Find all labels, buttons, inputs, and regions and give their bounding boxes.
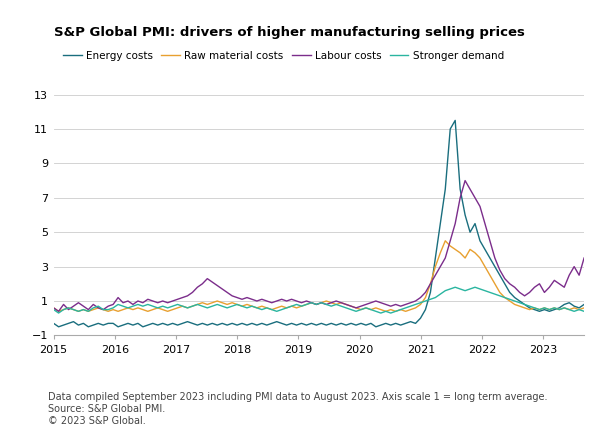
- Raw material costs: [442, 238, 449, 243]
- Labour costs: [303, 298, 310, 304]
- Raw material costs: [55, 309, 62, 314]
- Line: Stronger demand: Stronger demand: [54, 287, 584, 313]
- Labour costs: [526, 290, 533, 295]
- Energy costs: [55, 324, 62, 329]
- Raw material costs: [139, 307, 147, 312]
- Labour costs: [581, 255, 588, 261]
- Raw material costs: [303, 302, 310, 307]
- Stronger demand: [50, 307, 57, 312]
- Stronger demand: [110, 305, 117, 310]
- Stronger demand: [482, 288, 489, 293]
- Raw material costs: [482, 264, 489, 269]
- Energy costs: [516, 298, 523, 304]
- Energy costs: [452, 118, 459, 123]
- Energy costs: [581, 302, 588, 307]
- Labour costs: [139, 300, 147, 305]
- Text: S&P Global PMI: drivers of higher manufacturing selling prices: S&P Global PMI: drivers of higher manufa…: [54, 26, 524, 39]
- Raw material costs: [581, 305, 588, 310]
- Labour costs: [482, 221, 489, 226]
- Line: Labour costs: Labour costs: [54, 181, 584, 311]
- Stronger demand: [303, 302, 310, 307]
- Labour costs: [50, 305, 57, 310]
- Legend: Energy costs, Raw material costs, Labour costs, Stronger demand: Energy costs, Raw material costs, Labour…: [59, 47, 508, 65]
- Text: Data compiled September 2023 including PMI data to August 2023. Axis scale 1 = l: Data compiled September 2023 including P…: [48, 393, 547, 426]
- Stronger demand: [55, 310, 62, 316]
- Labour costs: [461, 178, 468, 183]
- Energy costs: [50, 321, 57, 326]
- Stronger demand: [581, 309, 588, 314]
- Energy costs: [482, 247, 489, 252]
- Raw material costs: [526, 307, 533, 312]
- Raw material costs: [50, 305, 57, 310]
- Stronger demand: [516, 300, 523, 305]
- Line: Energy costs: Energy costs: [54, 120, 584, 327]
- Energy costs: [110, 321, 117, 326]
- Energy costs: [139, 324, 147, 329]
- Stronger demand: [452, 285, 459, 290]
- Energy costs: [303, 322, 310, 328]
- Energy costs: [526, 305, 533, 310]
- Raw material costs: [110, 307, 117, 312]
- Stronger demand: [139, 304, 147, 309]
- Raw material costs: [516, 304, 523, 309]
- Labour costs: [516, 290, 523, 295]
- Labour costs: [110, 302, 117, 307]
- Labour costs: [55, 309, 62, 314]
- Stronger demand: [526, 304, 533, 309]
- Line: Raw material costs: Raw material costs: [54, 241, 584, 311]
